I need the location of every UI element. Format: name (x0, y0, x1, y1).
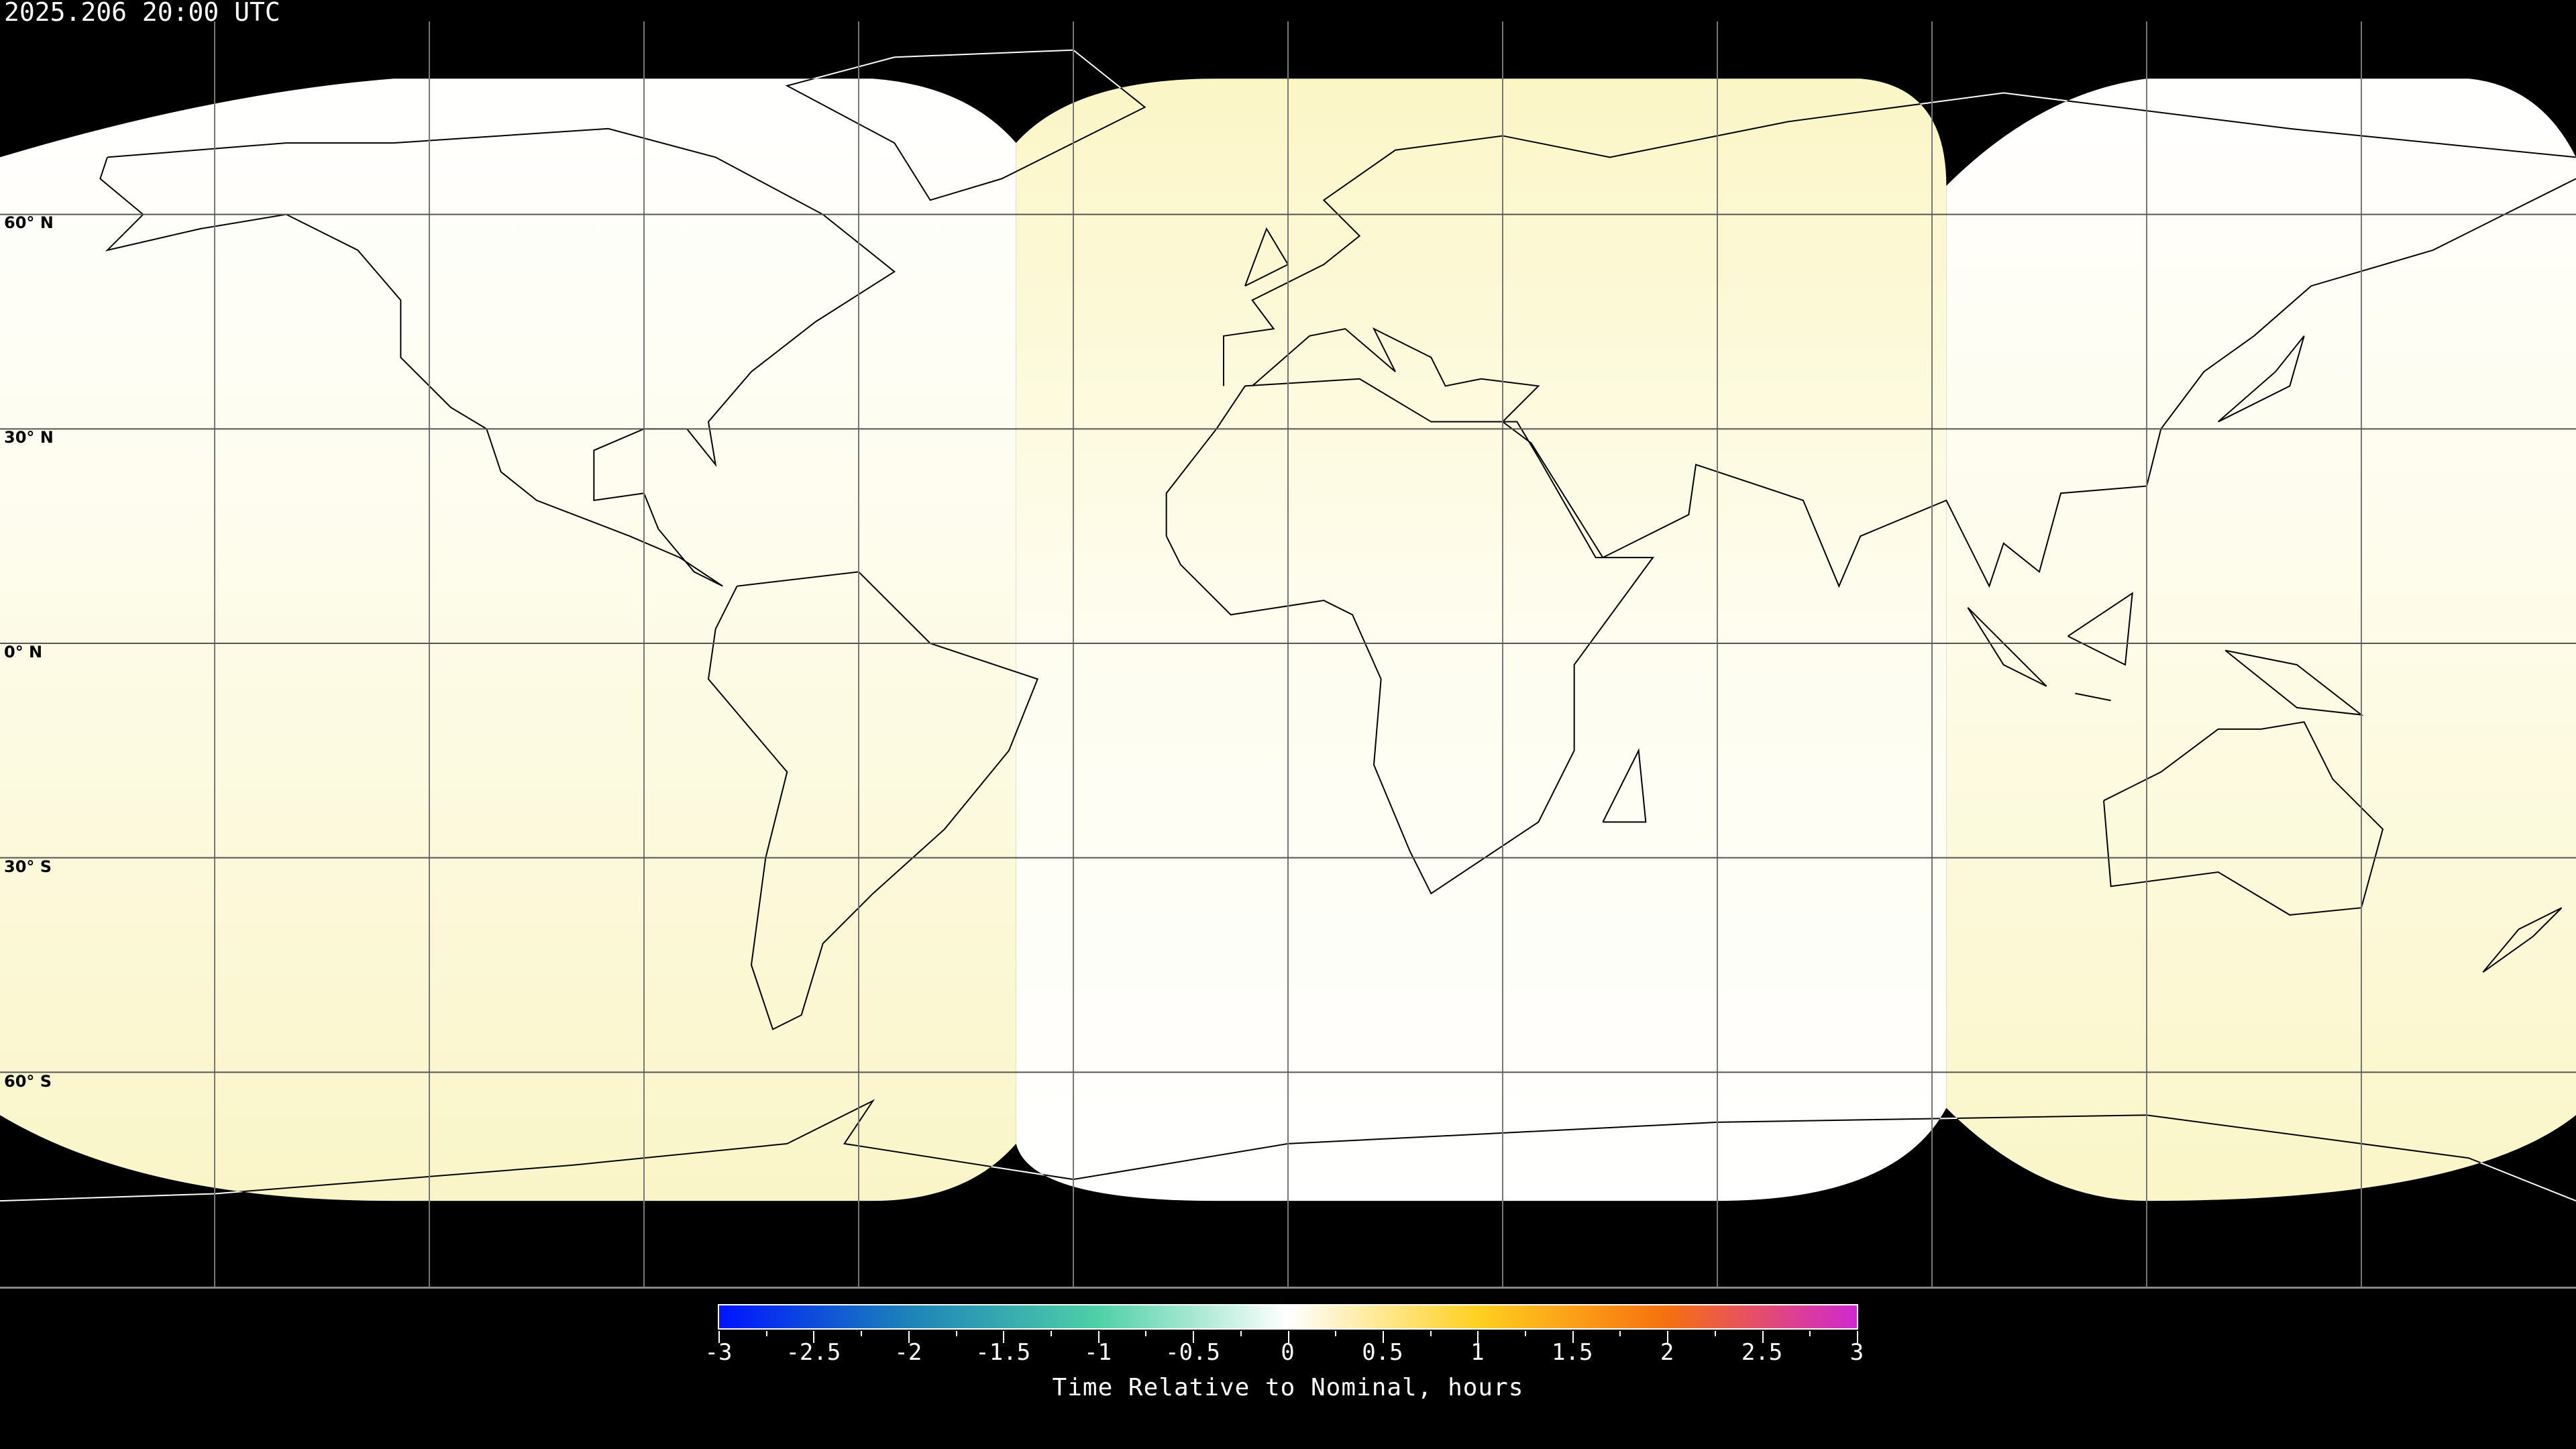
lat-label-30s: 30° S (4, 857, 52, 876)
colorbar-tick (1335, 1331, 1337, 1336)
colorbar-tick (1714, 1331, 1716, 1336)
colorbar-tick (765, 1331, 767, 1336)
coastline (0, 1101, 2576, 1201)
world-map (0, 0, 2576, 1289)
colorbar-tick-label: 0.5 (1362, 1339, 1403, 1366)
colorbar-title: Time Relative to Nominal, hours (1052, 1374, 1524, 1401)
colorbar-tick (1287, 1331, 1289, 1343)
colorbar-tick (1240, 1331, 1242, 1336)
colorbar-tick-label: 0 (1281, 1339, 1295, 1366)
colorbar-tick (1003, 1331, 1005, 1343)
coastline (2104, 722, 2383, 915)
colorbar-tick (861, 1331, 863, 1336)
colorbar-tick-label: 1 (1470, 1339, 1485, 1366)
colorbar-tick (1572, 1331, 1574, 1343)
lat-label-60s: 60° S (4, 1072, 52, 1091)
colorbar-tick-label: 3 (1849, 1339, 1864, 1366)
colorbar-tick-label: -1.5 (975, 1339, 1031, 1366)
coastline (1252, 178, 2576, 586)
colorbar-tick (1667, 1331, 1669, 1343)
colorbar-tick-label: 1.5 (1552, 1339, 1593, 1366)
swath-west (0, 78, 1016, 1201)
lat-label-0n: 0° N (4, 643, 43, 661)
coastline (1245, 229, 1288, 286)
colorbar (718, 1304, 1858, 1330)
colorbar-tick-label: -2 (894, 1339, 922, 1366)
colorbar-tick (1619, 1331, 1621, 1336)
colorbar-tick (1762, 1331, 1764, 1343)
colorbar-tick (1525, 1331, 1527, 1336)
colorbar-tick-label: -3 (704, 1339, 733, 1366)
timestamp: 2025.206 20:00 UTC (4, 0, 280, 27)
coastline (2068, 593, 2133, 665)
colorbar-tick (908, 1331, 910, 1343)
colorbar-tick (1097, 1331, 1099, 1343)
swath-center (1016, 78, 1947, 1201)
coastline (2483, 908, 2561, 972)
graticule (0, 21, 2576, 1287)
coastline (1968, 608, 2046, 686)
colorbar-tick-label: 2.5 (1741, 1339, 1783, 1366)
lat-label-60n: 60° N (4, 213, 54, 232)
colorbar-tick (1193, 1331, 1195, 1343)
colorbar-tick (813, 1331, 815, 1343)
coastlines (0, 50, 2576, 1201)
colorbar-tick (1382, 1331, 1384, 1343)
coastline (787, 50, 1144, 201)
coastline (1167, 379, 1653, 894)
coastline (2218, 336, 2304, 422)
colorbar-tick (718, 1331, 720, 1343)
colorbar-tick (955, 1331, 957, 1336)
swath-east (1946, 78, 2576, 1201)
coastline (708, 572, 1038, 1029)
colorbar-tick (1145, 1331, 1147, 1336)
colorbar-tick (1477, 1331, 1479, 1343)
coastline (2075, 694, 2110, 701)
colorbar-tick-label: -2.5 (786, 1339, 841, 1366)
coastline (1603, 751, 1646, 822)
colorbar-tick-label: -0.5 (1165, 1339, 1221, 1366)
colorbar-tick-label: -1 (1084, 1339, 1112, 1366)
colorbar-tick (1857, 1331, 1858, 1343)
colorbar-tick (1050, 1331, 1052, 1336)
colorbar-tick (1430, 1331, 1432, 1336)
colorbar-tick-label: 2 (1660, 1339, 1674, 1366)
lat-label-30n: 30° N (4, 428, 54, 447)
colorbar-tick (1809, 1331, 1811, 1336)
